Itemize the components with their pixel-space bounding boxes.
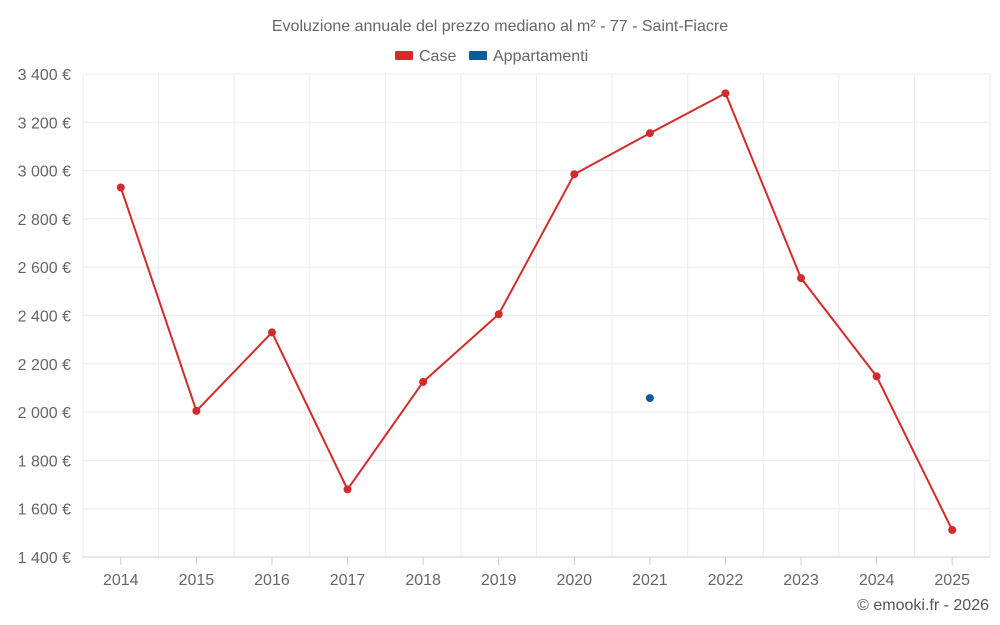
x-tick-label: 2022 [708, 572, 744, 589]
data-point-case[interactable] [570, 170, 579, 179]
series [116, 89, 957, 534]
y-axis: 1 400 € 1 600 € 1 800 € 2 000 € 2 200 € 2 400… [18, 67, 71, 567]
data-point-case[interactable] [419, 377, 428, 386]
data-point-case[interactable] [116, 183, 125, 192]
data-point-case[interactable] [645, 129, 654, 138]
y-tick-label: 1 400 € [18, 550, 71, 567]
x-tick-label: 2025 [934, 572, 970, 589]
data-point-case[interactable] [872, 372, 881, 381]
x-tick-label: 2021 [632, 572, 668, 589]
legend-item-case[interactable]: Case [395, 48, 456, 65]
data-point-case[interactable] [721, 89, 730, 98]
grid [82, 73, 991, 558]
x-tick-label: 2017 [330, 572, 366, 589]
x-tick-label: 2024 [859, 572, 895, 589]
legend-swatch-case [395, 51, 413, 60]
y-tick-label: 1 800 € [18, 453, 71, 470]
x-tick-label: 2019 [481, 572, 517, 589]
legend-label-case: Case [419, 48, 456, 65]
x-tick-label: 2023 [783, 572, 819, 589]
x-tick-label: 2020 [556, 572, 592, 589]
legend: Case Appartamenti [395, 48, 588, 65]
data-point-case[interactable] [797, 274, 806, 283]
x-tick-label: 2015 [179, 572, 215, 589]
data-point-case[interactable] [267, 328, 276, 337]
y-tick-label: 3 400 € [18, 67, 71, 84]
y-tick-label: 2 800 € [18, 212, 71, 229]
series-line-case [119, 92, 954, 531]
y-tick-label: 2 400 € [18, 309, 71, 326]
legend-swatch-appartamenti [469, 51, 487, 60]
chart-title: Evoluzione annuale del prezzo mediano al… [272, 18, 728, 35]
data-point-case[interactable] [343, 485, 352, 494]
legend-item-appartamenti[interactable]: Appartamenti [469, 48, 588, 65]
y-tick-label: 2 600 € [18, 260, 71, 277]
y-tick-label: 1 600 € [18, 502, 71, 519]
y-tick-label: 2 000 € [18, 405, 71, 422]
x-tick-label: 2018 [405, 572, 441, 589]
data-point-case[interactable] [494, 310, 503, 319]
y-tick-label: 2 200 € [18, 357, 71, 374]
credit-text: © emooki.fr - 2026 [857, 597, 989, 614]
x-axis: 2014 2015 2016 2017 2018 2019 2020 2021 2022 2023… [83, 556, 990, 589]
x-tick-label: 2014 [103, 572, 139, 589]
y-tick-label: 3 000 € [18, 164, 71, 181]
data-point-case[interactable] [192, 406, 201, 415]
y-tick-label: 3 200 € [18, 115, 71, 132]
legend-label-appartamenti: Appartamenti [493, 48, 588, 65]
data-point-case[interactable] [948, 525, 957, 534]
x-tick-label: 2016 [254, 572, 290, 589]
data-point-appartamenti[interactable] [645, 394, 654, 403]
